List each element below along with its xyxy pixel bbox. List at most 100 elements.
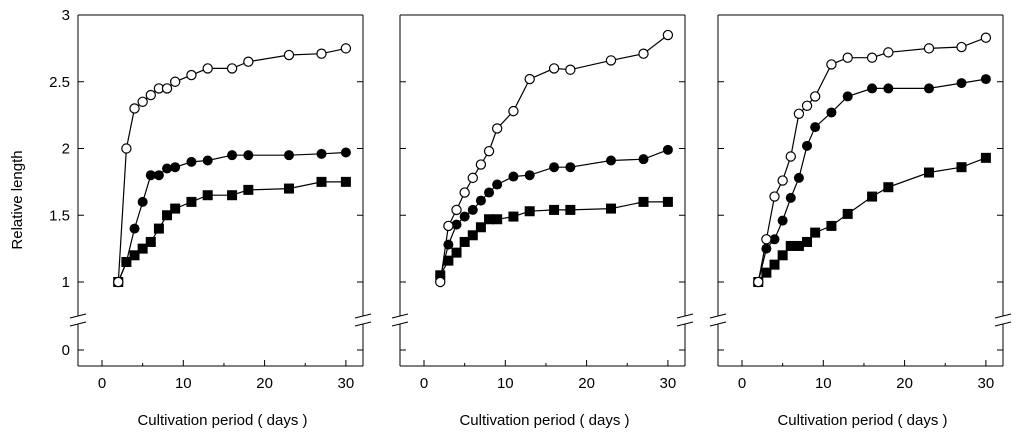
data-point-open-circle — [524, 73, 535, 85]
data-point-square — [883, 182, 894, 193]
data-point-square — [475, 222, 486, 233]
data-point-open-circle — [491, 123, 503, 134]
data-point-square — [524, 206, 535, 217]
data-point-filled-circle — [153, 170, 164, 181]
axis-break-mark — [676, 313, 694, 319]
data-point-square — [826, 220, 837, 231]
data-point-filled-circle — [283, 150, 294, 161]
data-point-filled-circle — [170, 162, 181, 173]
y-tick-label: 1 — [62, 274, 70, 291]
axis-break-mark — [69, 321, 87, 327]
y-tick-label: 3 — [62, 7, 70, 24]
data-point-filled-circle — [777, 215, 788, 226]
axis-break-mark — [994, 321, 1012, 327]
data-point-filled-circle — [565, 162, 576, 173]
data-point-open-circle — [145, 89, 156, 101]
data-point-square — [867, 191, 878, 202]
x-tick-label: 20 — [256, 375, 273, 392]
data-point-open-circle — [459, 187, 470, 198]
data-point-filled-circle — [121, 256, 132, 267]
data-point-filled-circle — [980, 74, 991, 85]
data-point-square — [137, 243, 148, 254]
x-tick-label: 30 — [338, 375, 355, 392]
axis-break-mark — [391, 313, 409, 319]
data-point-filled-circle — [826, 107, 837, 118]
axis-break-mark — [354, 321, 372, 327]
data-point-square — [145, 236, 156, 247]
data-point-square — [549, 204, 560, 215]
data-point-filled-circle — [883, 83, 894, 94]
data-point-open-circle — [137, 96, 148, 107]
data-point-open-circle — [226, 63, 238, 74]
data-point-open-circle — [883, 47, 894, 58]
series-line-filled-circle — [757, 78, 986, 283]
data-point-filled-circle — [484, 187, 495, 198]
x-axis-label: Cultivation period ( days ) — [777, 412, 947, 429]
data-point-filled-circle — [810, 122, 821, 133]
data-point-filled-circle — [243, 150, 254, 161]
data-point-square — [638, 196, 649, 207]
x-tick-label: 10 — [815, 375, 832, 392]
data-point-square — [662, 196, 673, 207]
data-point-filled-circle — [316, 148, 327, 159]
x-tick-label: 0 — [420, 375, 428, 392]
data-point-square — [923, 167, 934, 178]
data-point-open-circle — [467, 172, 478, 184]
data-point-square — [162, 210, 173, 221]
data-point-square — [283, 183, 294, 194]
data-point-filled-circle — [802, 140, 813, 151]
data-point-filled-circle — [605, 155, 616, 166]
axis-break-mark — [676, 321, 694, 327]
data-point-open-circle — [826, 59, 837, 70]
data-point-filled-circle — [785, 192, 796, 203]
y-tick-label: 2.5 — [49, 74, 70, 91]
data-point-open-circle — [483, 145, 495, 157]
data-point-square — [810, 227, 821, 238]
data-point-square — [202, 190, 213, 201]
data-point-open-circle — [443, 220, 454, 232]
data-point-filled-circle — [467, 204, 478, 215]
data-point-open-circle — [186, 69, 197, 81]
data-point-open-circle — [980, 32, 992, 43]
data-point-square — [467, 230, 478, 241]
data-point-filled-circle — [459, 211, 470, 222]
data-point-filled-circle — [524, 170, 535, 181]
data-point-filled-circle — [475, 195, 486, 206]
x-tick-label: 30 — [660, 375, 677, 392]
data-point-open-circle — [923, 43, 935, 54]
data-point-open-circle — [956, 41, 967, 53]
chart-panel-3: 0 10 20 30 Cultivation period ( days ) — [709, 14, 1012, 429]
data-point-filled-circle — [145, 170, 156, 181]
data-point-square — [956, 162, 967, 173]
axis-break-mark — [709, 313, 727, 319]
data-point-filled-circle — [451, 219, 462, 230]
data-point-square — [769, 259, 780, 270]
x-tick-label: 0 — [738, 375, 746, 392]
data-point-open-circle — [793, 108, 805, 119]
data-point-open-circle — [809, 91, 821, 102]
data-point-filled-circle — [549, 162, 560, 173]
data-point-square — [227, 190, 238, 201]
x-tick-label: 0 — [98, 375, 106, 392]
data-point-filled-circle — [340, 147, 351, 158]
data-point-square — [129, 250, 140, 261]
data-point-filled-circle — [129, 223, 140, 234]
x-axis-label: Cultivation period ( days ) — [459, 412, 629, 429]
data-point-filled-circle — [492, 179, 503, 190]
data-point-square — [340, 176, 351, 187]
data-point-filled-circle — [842, 91, 853, 102]
data-point-square — [443, 255, 454, 266]
data-point-square — [785, 240, 796, 251]
data-point-open-circle — [801, 100, 813, 111]
data-point-open-circle — [785, 151, 796, 162]
data-point-filled-circle — [867, 83, 878, 94]
data-point-square — [170, 203, 181, 214]
x-axis-label: Cultivation period ( days ) — [137, 412, 307, 429]
data-point-square — [565, 204, 576, 215]
axis-break-mark — [354, 313, 372, 319]
data-point-square — [484, 214, 495, 225]
data-point-square — [802, 236, 813, 247]
data-point-open-circle — [161, 83, 173, 94]
